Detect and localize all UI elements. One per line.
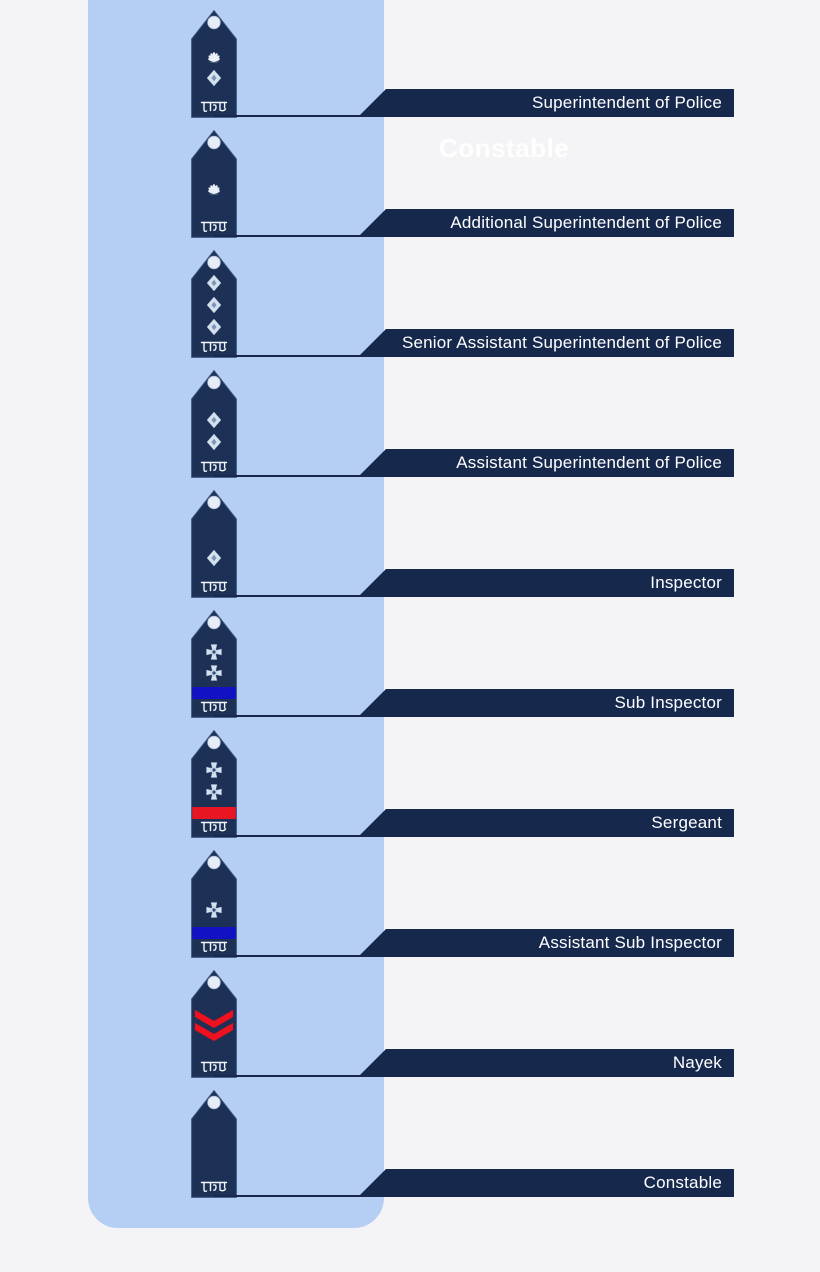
epaulette-additional-superintendent <box>191 130 237 238</box>
connector-line <box>214 1075 364 1077</box>
red-stripe <box>192 807 236 819</box>
connector-line <box>214 475 364 477</box>
rank-row: Sub Inspector <box>0 600 820 720</box>
rank-row: Senior Assistant Superintendent of Polic… <box>0 240 820 360</box>
rank-row: Additional Superintendent of Police <box>0 120 820 240</box>
epaulette-inspector <box>191 490 237 598</box>
rank-row: Sergeant <box>0 720 820 840</box>
rank-label: Senior Assistant Superintendent of Polic… <box>401 333 722 352</box>
rank-row: Superintendent of Police <box>0 0 820 120</box>
epaulette-nayek <box>191 970 237 1078</box>
connector-line <box>214 1195 364 1197</box>
rank-ribbon: Constable <box>358 1169 734 1197</box>
rank-ribbon: Inspector <box>358 569 734 597</box>
epaulette-board <box>191 10 237 118</box>
rank-row: Nayek <box>0 960 820 1080</box>
rank-label: Inspector <box>650 573 722 592</box>
rank-row: Constable <box>0 1080 820 1200</box>
blue-stripe <box>192 927 236 939</box>
rank-label: Nayek <box>672 1053 722 1072</box>
epaulette-board <box>191 610 237 718</box>
epaulette-board <box>191 730 237 838</box>
rank-label: Sergeant <box>651 813 722 832</box>
epaulette-senior-assistant-superintendent <box>191 250 237 358</box>
connector-line <box>214 355 364 357</box>
rank-row: Inspector <box>0 480 820 600</box>
rank-label: Superintendent of Police <box>531 93 722 112</box>
epaulette-superintendent <box>191 10 237 118</box>
epaulette-assistant-superintendent <box>191 370 237 478</box>
rank-ribbon: Assistant Sub Inspector <box>358 929 734 957</box>
rank-ribbon: Additional Superintendent of Police <box>358 209 734 237</box>
rank-label: Assistant Superintendent of Police <box>456 453 722 472</box>
epaulette-board <box>191 1090 237 1198</box>
rank-ribbon: Sub Inspector <box>358 689 734 717</box>
rank-ribbon: Assistant Superintendent of Police <box>358 449 734 477</box>
connector-line <box>214 235 364 237</box>
watermark-text: Constable <box>439 133 570 163</box>
rank-ribbon: Superintendent of Police <box>358 89 734 117</box>
rank-label: Additional Superintendent of Police <box>450 213 722 232</box>
blue-stripe <box>192 687 236 699</box>
rank-row: Assistant Superintendent of Police <box>0 360 820 480</box>
rank-label: Assistant Sub Inspector <box>538 933 722 952</box>
connector-line <box>214 115 364 117</box>
rank-label: Constable <box>643 1173 722 1192</box>
rank-ribbon: Nayek <box>358 1049 734 1077</box>
rank-ribbon: Sergeant <box>358 809 734 837</box>
epaulette-constable <box>191 1090 237 1198</box>
connector-line <box>214 835 364 837</box>
epaulette-board <box>191 490 237 598</box>
connector-line <box>214 715 364 717</box>
epaulette-sergeant <box>191 730 237 838</box>
connector-line <box>214 595 364 597</box>
epaulette-sub-inspector <box>191 610 237 718</box>
rank-label: Sub Inspector <box>614 693 722 712</box>
rank-ribbon: Senior Assistant Superintendent of Polic… <box>358 329 734 357</box>
epaulette-assistant-sub-inspector <box>191 850 237 958</box>
connector-line <box>214 955 364 957</box>
rank-row: Assistant Sub Inspector <box>0 840 820 960</box>
